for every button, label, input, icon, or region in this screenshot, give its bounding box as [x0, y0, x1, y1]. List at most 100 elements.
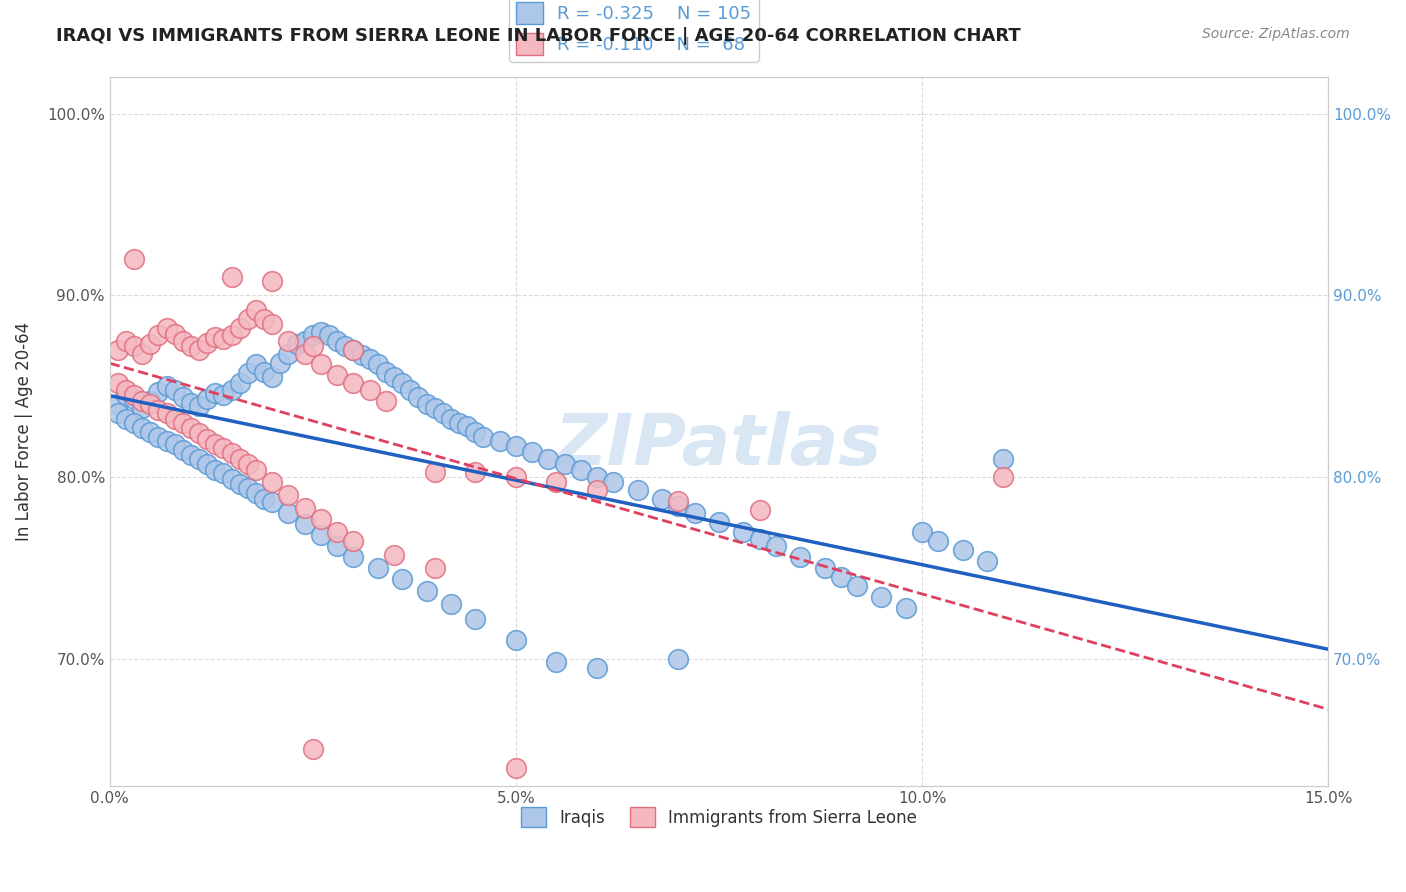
- Point: [188, 426, 211, 441]
- Point: [221, 328, 243, 343]
- Point: [993, 451, 1015, 466]
- Point: [221, 383, 243, 397]
- Point: [569, 463, 592, 477]
- Point: [236, 458, 259, 472]
- Point: [155, 434, 177, 448]
- Point: [342, 343, 364, 357]
- Point: [359, 351, 381, 366]
- Point: [163, 326, 186, 341]
- Point: [748, 532, 770, 546]
- Point: [505, 633, 527, 648]
- Point: [236, 312, 259, 326]
- Point: [326, 524, 349, 539]
- Point: [139, 393, 162, 408]
- Point: [212, 467, 235, 481]
- Point: [367, 561, 389, 575]
- Point: [789, 549, 811, 564]
- Point: [472, 430, 495, 444]
- Point: [107, 397, 129, 411]
- Point: [505, 439, 527, 453]
- Point: [342, 343, 364, 357]
- Y-axis label: In Labor Force | Age 20-64: In Labor Force | Age 20-64: [15, 322, 32, 541]
- Point: [269, 355, 291, 369]
- Point: [228, 477, 250, 491]
- Point: [131, 401, 153, 415]
- Point: [423, 401, 446, 415]
- Point: [666, 499, 689, 513]
- Point: [262, 318, 284, 332]
- Point: [188, 399, 211, 413]
- Point: [586, 661, 609, 675]
- Point: [554, 458, 576, 472]
- Point: [221, 446, 243, 460]
- Point: [326, 368, 349, 383]
- Point: [415, 584, 437, 599]
- Point: [447, 416, 470, 430]
- Point: [651, 491, 673, 506]
- Point: [602, 475, 624, 490]
- Point: [464, 465, 486, 479]
- Point: [262, 495, 284, 509]
- Point: [326, 334, 349, 348]
- Point: [245, 302, 267, 317]
- Point: [107, 343, 129, 357]
- Point: [122, 339, 145, 353]
- Point: [374, 393, 396, 408]
- Point: [277, 334, 299, 348]
- Point: [163, 383, 186, 397]
- Point: [228, 376, 250, 390]
- Point: [415, 397, 437, 411]
- Point: [277, 346, 299, 360]
- Point: [155, 321, 177, 335]
- Point: [115, 334, 138, 348]
- Point: [155, 407, 177, 421]
- Point: [172, 442, 194, 457]
- Point: [204, 386, 226, 401]
- Point: [952, 542, 974, 557]
- Point: [927, 533, 949, 548]
- Point: [423, 465, 446, 479]
- Point: [309, 512, 332, 526]
- Point: [309, 528, 332, 542]
- Point: [870, 590, 893, 604]
- Point: [683, 506, 706, 520]
- Point: [107, 407, 129, 421]
- Point: [586, 483, 609, 497]
- Point: [342, 533, 364, 548]
- Point: [204, 463, 226, 477]
- Text: IRAQI VS IMMIGRANTS FROM SIERRA LEONE IN LABOR FORCE | AGE 20-64 CORRELATION CHA: IRAQI VS IMMIGRANTS FROM SIERRA LEONE IN…: [56, 27, 1021, 45]
- Point: [221, 270, 243, 285]
- Point: [285, 337, 308, 351]
- Point: [148, 402, 170, 417]
- Point: [236, 367, 259, 381]
- Point: [204, 330, 226, 344]
- Point: [212, 332, 235, 346]
- Point: [294, 346, 316, 360]
- Text: ZIPatlas: ZIPatlas: [555, 411, 883, 480]
- Point: [180, 448, 202, 462]
- Point: [107, 376, 129, 390]
- Point: [172, 334, 194, 348]
- Point: [520, 444, 543, 458]
- Point: [148, 384, 170, 399]
- Point: [382, 548, 405, 562]
- Point: [188, 343, 211, 357]
- Point: [748, 502, 770, 516]
- Point: [894, 600, 917, 615]
- Point: [301, 339, 323, 353]
- Point: [505, 470, 527, 484]
- Point: [374, 365, 396, 379]
- Point: [180, 421, 202, 435]
- Point: [172, 390, 194, 404]
- Point: [537, 451, 560, 466]
- Point: [163, 412, 186, 426]
- Point: [245, 358, 267, 372]
- Point: [627, 483, 650, 497]
- Point: [195, 392, 218, 406]
- Point: [318, 328, 340, 343]
- Point: [342, 376, 364, 390]
- Point: [813, 561, 835, 575]
- Point: [408, 390, 430, 404]
- Point: [546, 655, 568, 669]
- Point: [335, 339, 357, 353]
